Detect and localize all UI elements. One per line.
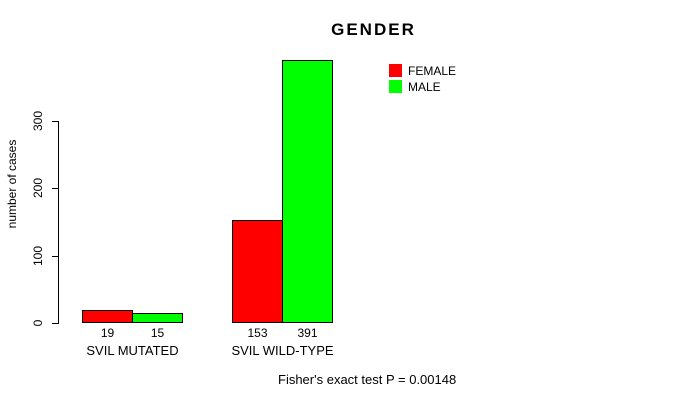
y-axis-tick — [52, 121, 59, 122]
legend-swatch-female — [389, 64, 402, 77]
legend-item-female: FEMALE — [389, 63, 457, 78]
bar-value-label: 19 — [100, 326, 115, 340]
legend: FEMALE MALE — [389, 63, 457, 94]
y-axis-label: number of cases — [5, 139, 19, 229]
legend-swatch-male — [389, 80, 402, 93]
bar-female-svil-wild-type — [232, 220, 283, 323]
bar-male-svil-wild-type — [282, 60, 333, 323]
y-axis-tick-label: 0 — [31, 319, 45, 327]
y-axis-tick — [52, 323, 59, 324]
bar-female-svil-mutated — [82, 310, 133, 323]
legend-label: FEMALE — [408, 63, 457, 78]
x-category-label: SVIL MUTATED — [86, 343, 179, 358]
y-axis-tick-label: 300 — [31, 110, 45, 132]
y-axis-tick — [52, 256, 59, 257]
bar-value-label: 391 — [297, 326, 318, 340]
y-axis-tick-label: 100 — [31, 245, 45, 267]
y-axis-tick — [52, 188, 59, 189]
bar-value-label: 153 — [247, 326, 268, 340]
bar-male-svil-mutated — [132, 313, 183, 323]
legend-item-male: MALE — [389, 79, 456, 94]
y-axis-line — [58, 121, 59, 324]
chart-title: GENDER — [331, 20, 416, 39]
annotation-text: Fisher's exact test P = 0.00148 — [278, 372, 457, 387]
bar-value-label: 15 — [150, 326, 165, 340]
y-axis-tick-label: 200 — [31, 177, 45, 199]
x-category-label: SVIL WILD-TYPE — [231, 343, 334, 358]
legend-label: MALE — [408, 79, 441, 94]
